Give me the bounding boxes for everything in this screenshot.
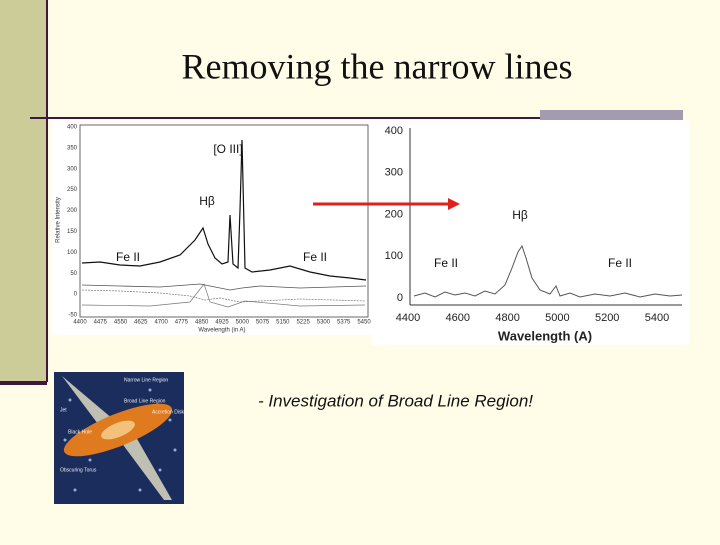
bullet: - Investigation of Broad Line Region! [258,391,533,410]
diagram-label: Narrow Line Region [124,377,168,383]
x-tick-label: 4600 [446,312,470,324]
y-tick-label: 400 [385,125,403,137]
annotation: Fe II [608,256,632,270]
side-bar [0,0,46,382]
y-tick-label: 300 [67,166,78,172]
diagram-label: Jet [60,407,67,413]
y-tick-label: 100 [67,250,78,256]
y-tick-label: 100 [385,250,403,262]
annotation: Fe II [303,250,327,264]
y-tick-label: 350 [67,145,78,151]
diagram-label: Accretion Disk [152,409,184,415]
x-tick-label: 5300 [317,320,331,326]
x-tick-label: 4475 [94,320,108,326]
y-tick-label: 250 [67,187,78,193]
x-tick-label: 5450 [357,320,371,326]
jet [62,376,172,500]
plot-frame [79,124,369,318]
x-tick-label: 4800 [495,312,519,324]
x-tick-label: 5375 [337,320,351,326]
y-tick-label: 200 [67,208,78,214]
disk [101,420,135,440]
x-tick-label: 4625 [134,320,148,326]
y-tick-label: 0 [74,292,78,298]
annotation: [O III] [213,142,242,156]
right-plot: Wavelength (A) [372,120,690,345]
y-tick-label: 200 [385,208,403,220]
arrow-head [448,198,460,210]
agn-diagram: Narrow Line Region Broad Line Region Jet Bl… [54,372,184,504]
x-tick-label: 4400 [73,320,87,326]
annotation: Hβ [199,194,215,208]
residual [81,283,367,291]
clouds [63,388,177,492]
left-plot: Relative Intensity Wavelength (in A) [52,120,372,335]
x-tick-label: 5075 [256,320,270,326]
component [81,289,366,303]
x-axis-label: Wavelength (A) [498,328,592,343]
x-tick-label: 4550 [114,320,128,326]
annotation: Fe II [434,256,458,270]
x-tick-label: 4775 [175,320,189,326]
spectrum [81,139,367,281]
x-tick-label: 5225 [296,320,310,326]
y-tick-label: 300 [385,167,403,179]
x-tick-label: 5000 [545,312,569,324]
diagram-label: Obscuring Torus [60,467,97,473]
x-tick-label: 4925 [215,320,229,326]
plot-bg [372,120,690,345]
annotation: Hβ [512,208,528,222]
title: Removing the narrow lines [182,46,573,86]
y-tick-label: 0 [397,292,403,304]
diagram-label: Broad Line Region [124,398,166,404]
y-tick-label: 150 [67,229,78,235]
x-tick-label: 5400 [645,312,669,324]
y-tick-label: -50 [68,313,77,319]
x-tick-label: 5000 [236,320,250,326]
x-tick-label: 4700 [154,320,168,326]
x-axis-label: Wavelength (in A) [198,328,245,334]
y-tick-label: 400 [67,125,78,131]
component [81,283,366,308]
annotation: Fe II [116,250,140,264]
diagram-labels: Narrow Line Region Broad Line Region Jet Bl… [60,377,184,473]
x-tick-label: 4400 [396,312,420,324]
spectrum [413,244,683,298]
diagram-label: Black Hole [68,429,92,435]
x-tick-label: 4850 [195,320,209,326]
annotations: [O III] Hβ Fe II Fe II Hβ Fe II Fe II [116,142,632,270]
x-tick-label: 5200 [595,312,619,324]
y-axis-label: Relative Intensity [56,197,62,243]
x-tick-label: 5150 [276,320,290,326]
y-tick-label: 50 [70,271,77,277]
